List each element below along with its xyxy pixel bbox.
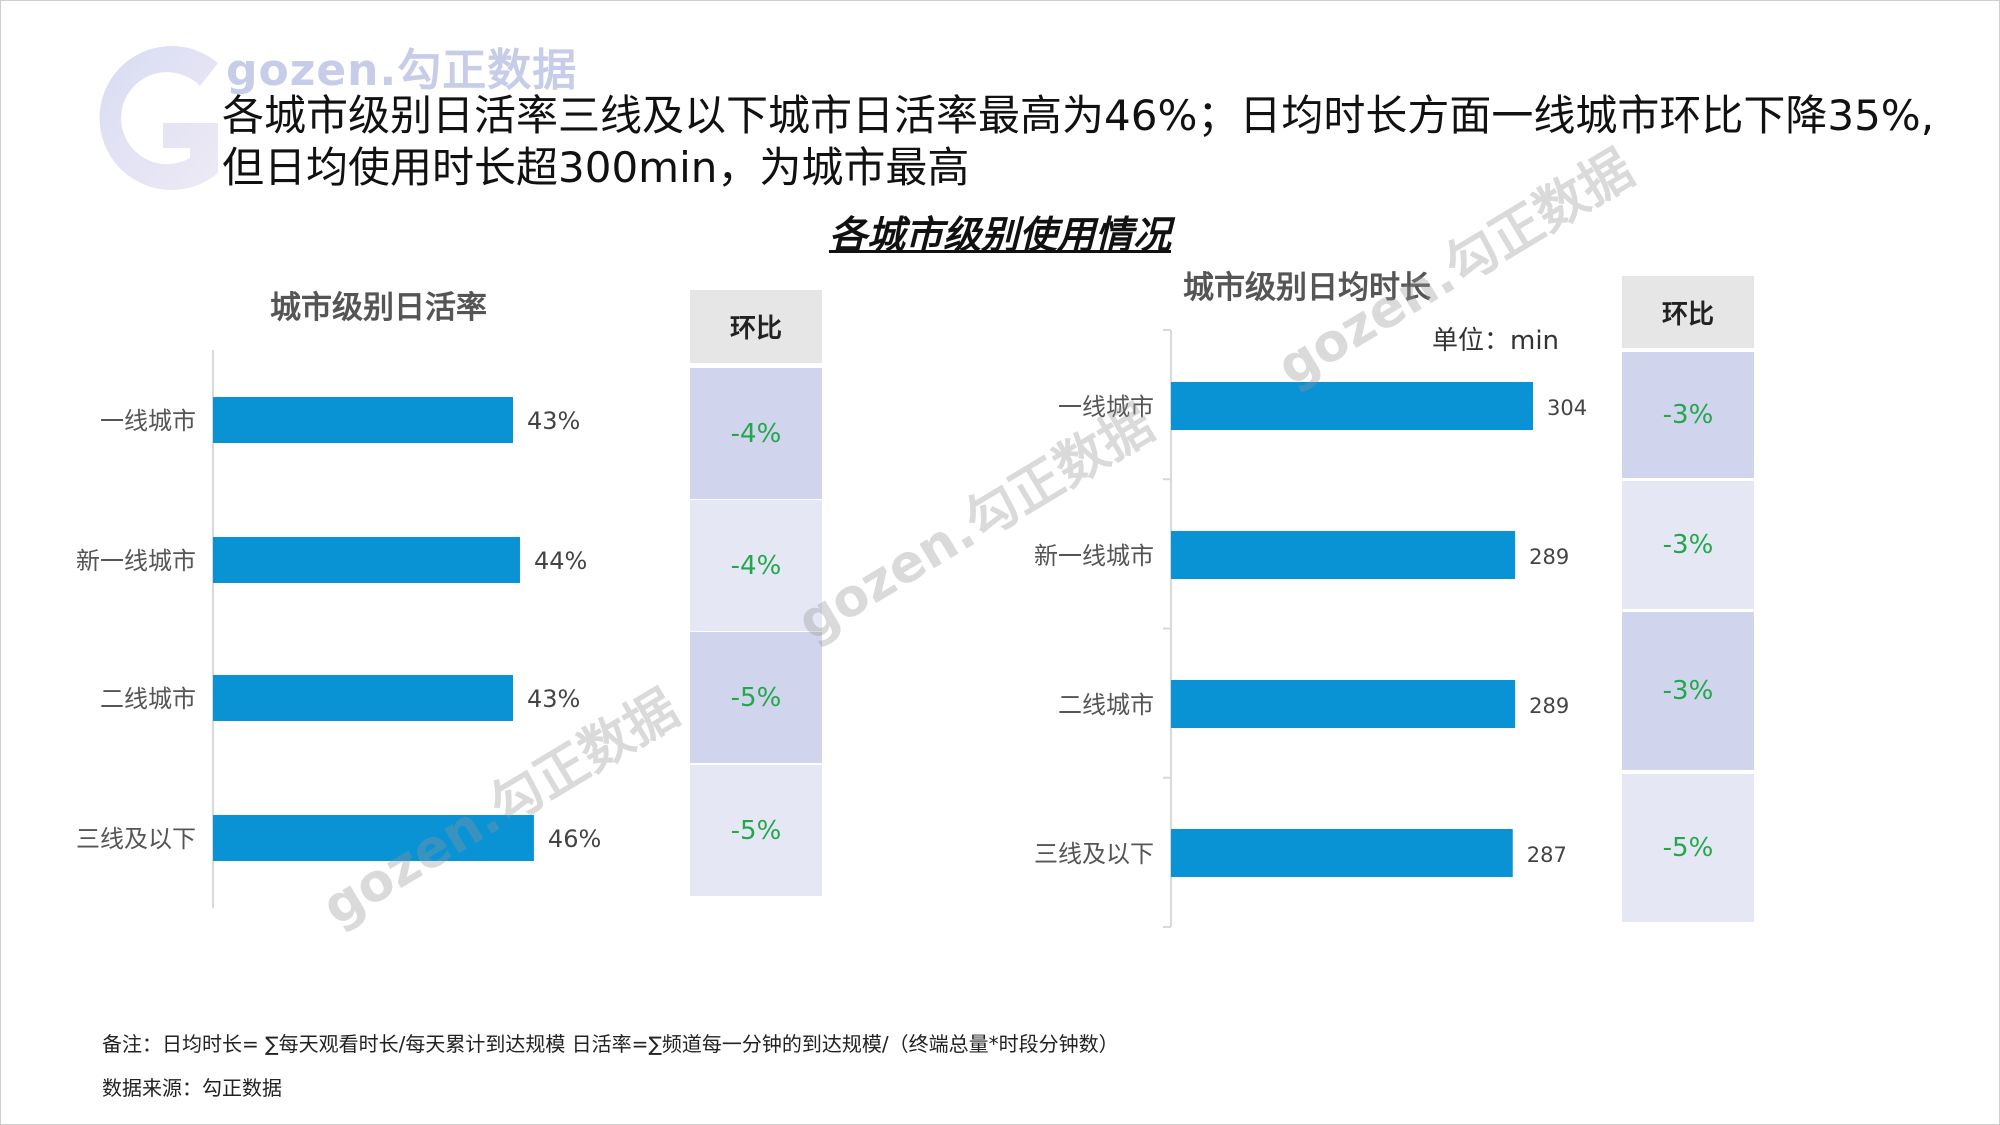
headline: 各城市级别日活率三线及以下城市日活率最高为46%；日均时长方面一线城市环比下降3… bbox=[222, 90, 1962, 194]
chart-2-data-label: 289 bbox=[1529, 694, 1569, 718]
ratio-table-1-cell: -5% bbox=[690, 632, 822, 763]
chart-2-data-label: 287 bbox=[1527, 843, 1567, 867]
ratio-table-1-header: 环比 bbox=[690, 290, 822, 363]
chart-1-bar bbox=[213, 397, 513, 443]
chart-2-category-label: 三线及以下 bbox=[1034, 840, 1154, 868]
headline-line-2: 但日均使用时长超300min，为城市最高 bbox=[222, 143, 970, 192]
footnote-note: 备注：日均时长= ∑每天观看时长/每天累计到达规模 日活率=∑频道每一分钟的到达… bbox=[102, 1032, 1119, 1056]
ratio-table-2-cell: -5% bbox=[1622, 774, 1754, 922]
chart-2-data-label: 289 bbox=[1529, 545, 1569, 569]
chart-1-data-label: 43% bbox=[527, 685, 580, 713]
chart-2-category-label: 二线城市 bbox=[1058, 691, 1154, 719]
ratio-table-1-cell: -4% bbox=[690, 368, 822, 499]
chart-2-category-label: 新一线城市 bbox=[1034, 542, 1154, 570]
brand-logo-text: gozen.勾正数据 bbox=[226, 45, 578, 96]
chart-1-title: 城市级别日活率 bbox=[270, 290, 487, 326]
chart-1-category-label: 三线及以下 bbox=[76, 825, 196, 853]
chart-2-bar bbox=[1171, 382, 1533, 430]
ratio-table-2-cell: -3% bbox=[1622, 612, 1754, 770]
chart-1-bar bbox=[213, 815, 534, 861]
ratio-table-1-cell: -4% bbox=[690, 500, 822, 631]
chart-2-unit: 单位：min bbox=[1432, 326, 1560, 356]
ratio-table-1-cell: -5% bbox=[690, 765, 822, 896]
ratio-table-2-cell: -3% bbox=[1622, 352, 1754, 478]
chart-2-category-label: 一线城市 bbox=[1058, 393, 1154, 421]
ratio-table-2-header: 环比 bbox=[1622, 276, 1754, 348]
chart-1-data-label: 43% bbox=[527, 407, 580, 435]
chart-1-bar bbox=[213, 675, 513, 721]
ratio-table-2-cell: -3% bbox=[1622, 481, 1754, 609]
chart-2-bar bbox=[1171, 680, 1516, 728]
chart-1-category-label: 二线城市 bbox=[100, 685, 196, 713]
chart-2-data-label: 304 bbox=[1547, 396, 1587, 420]
chart-2-bar bbox=[1171, 829, 1513, 877]
chart-2-bar bbox=[1171, 531, 1516, 579]
brand-g-logo-icon bbox=[99, 46, 218, 190]
chart-1-data-label: 46% bbox=[548, 825, 601, 853]
headline-line-1: 各城市级别日活率三线及以下城市日活率最高为46%；日均时长方面一线城市环比下降3… bbox=[222, 91, 1935, 140]
chart-1-category-label: 一线城市 bbox=[100, 407, 196, 435]
chart-2-title: 城市级别日均时长 bbox=[1183, 270, 1431, 306]
chart-1-bar bbox=[213, 537, 520, 583]
chart-1-data-label: 44% bbox=[534, 547, 587, 575]
section-title: 各城市级别使用情况 bbox=[828, 213, 1171, 257]
footnote-source: 数据来源：勾正数据 bbox=[102, 1076, 282, 1100]
chart-1-category-label: 新一线城市 bbox=[76, 547, 196, 575]
